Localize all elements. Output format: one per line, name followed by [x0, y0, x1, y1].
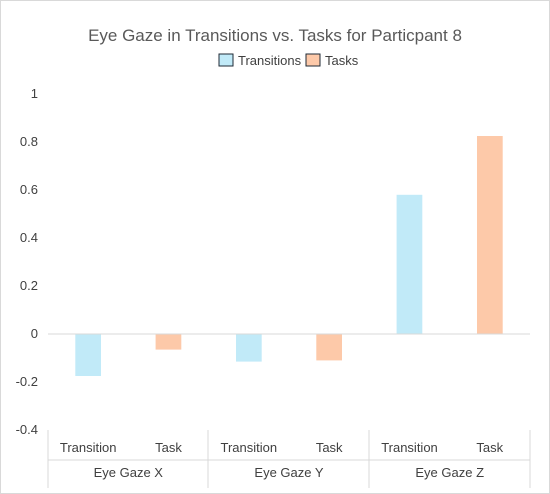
y-tick-label: 0 [31, 326, 38, 341]
x-tick-label: Transition [220, 440, 277, 455]
x-tick-label: Transition [60, 440, 117, 455]
bar-eye-gaze-x-task [155, 334, 182, 350]
y-axis: 1 0.8 0.6 0.4 0.2 0 -0.2 -0.4 [16, 86, 38, 437]
y-tick-label: -0.4 [16, 422, 38, 437]
y-tick-label: 0.8 [20, 134, 38, 149]
x-axis: Transition Task Transition Task Transiti… [47, 333, 531, 488]
legend-swatch-transitions [218, 53, 234, 67]
x-tick-label: Task [316, 440, 343, 455]
y-tick-label: 0.6 [20, 182, 38, 197]
legend-swatch-tasks [305, 53, 321, 67]
bar-eye-gaze-z-transition [396, 194, 423, 334]
group-label: Eye Gaze Z [415, 465, 484, 480]
x-tick-label: Task [476, 440, 503, 455]
y-tick-label: 0.4 [20, 230, 38, 245]
legend-label-transitions: Transitions [238, 53, 302, 68]
x-tick-label: Task [155, 440, 182, 455]
bar-eye-gaze-z-task [477, 136, 503, 334]
x-tick-label: Transition [381, 440, 438, 455]
y-tick-label: 1 [31, 86, 38, 101]
y-tick-label: -0.2 [16, 374, 38, 389]
bar-eye-gaze-y-transition [236, 334, 262, 362]
bars [75, 136, 503, 376]
group-label: Eye Gaze X [94, 465, 164, 480]
legend: Transitions Tasks [218, 53, 359, 68]
bar-eye-gaze-x-transition [75, 334, 101, 376]
y-tick-label: 0.2 [20, 278, 38, 293]
group-label: Eye Gaze Y [254, 465, 323, 480]
chart-title: Eye Gaze in Transitions vs. Tasks for Pa… [88, 26, 462, 45]
legend-label-tasks: Tasks [325, 53, 359, 68]
bar-eye-gaze-y-task [316, 334, 342, 361]
